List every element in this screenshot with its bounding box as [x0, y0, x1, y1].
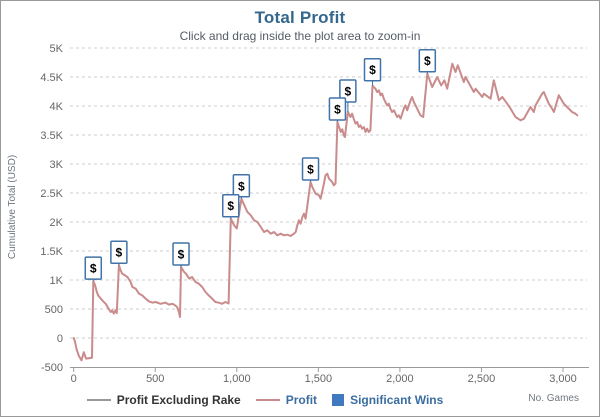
significant-win-flag[interactable]: $: [172, 242, 190, 267]
dollar-flag-symbol: $: [345, 84, 352, 98]
y-tick-label: 2.5K: [40, 188, 63, 200]
x-tick-label: 3,000: [549, 373, 577, 385]
significant-win-flag[interactable]: $: [110, 240, 128, 266]
significant-win-flag[interactable]: $: [328, 97, 347, 123]
y-tick-label: 2K: [50, 217, 64, 229]
x-tick-label: 2,500: [468, 373, 496, 385]
y-tick-label: 4.5K: [40, 72, 63, 84]
legend-item-profit[interactable]: Profit: [255, 393, 318, 407]
legend-item-significant-wins[interactable]: Significant Wins: [332, 393, 443, 407]
x-tick-label: 1,500: [305, 373, 333, 385]
pink-line-sample-icon: [255, 399, 280, 401]
y-tick-label: 3.5K: [40, 130, 63, 142]
legend-item-profit-excluding-rake[interactable]: Profit Excluding Rake: [86, 393, 241, 407]
blue-square-sample-icon: [332, 394, 345, 406]
y-axis-title: Cumulative Total (USD): [7, 155, 18, 259]
x-tick-label: 2,000: [386, 373, 414, 385]
significant-win-flag[interactable]: $: [339, 79, 357, 112]
y-tick-label: 5K: [50, 43, 64, 55]
significant-win-flag[interactable]: $: [418, 48, 437, 74]
dollar-flag-symbol: $: [178, 247, 185, 261]
y-tick-label: 3K: [50, 159, 64, 171]
y-tick-label: 1.5K: [40, 246, 63, 258]
profit-line-series: [72, 62, 579, 362]
significant-win-flag[interactable]: $: [84, 256, 103, 282]
legend-label-significant-wins: Significant Wins: [350, 393, 444, 407]
dollar-flag-symbol: $: [307, 162, 314, 176]
x-tick-label: 500: [146, 373, 164, 385]
significant-win-flag[interactable]: $: [363, 57, 382, 86]
significant-win-flag[interactable]: $: [232, 174, 251, 199]
legend-label-profit-excluding-rake: Profit Excluding Rake: [116, 393, 241, 407]
dollar-flag-symbol: $: [90, 262, 97, 276]
chart-title: Total Profit: [254, 8, 346, 27]
legend: Profit Excluding Rake Profit Significant…: [1, 390, 529, 410]
chart-subtitle: Click and drag inside the plot area to z…: [179, 29, 421, 43]
y-tick-label: 1K: [50, 275, 64, 287]
dollar-flag-symbol: $: [238, 179, 245, 193]
significant-win-flag[interactable]: $: [222, 193, 240, 219]
y-tick-label: -500: [41, 362, 63, 374]
dollar-flag-symbol: $: [369, 63, 376, 77]
gray-line-sample-icon: [86, 399, 111, 401]
x-tick-label: 1,000: [223, 373, 251, 385]
y-tick-label: 4K: [50, 101, 64, 113]
y-tick-label: 0: [57, 333, 63, 345]
x-axis-title: No. Games: [528, 393, 579, 404]
dollar-flag-symbol: $: [116, 246, 123, 260]
dollar-flag-symbol: $: [424, 54, 431, 68]
dollar-flag-symbol: $: [334, 103, 341, 117]
significant-win-flag[interactable]: $: [301, 157, 320, 182]
y-tick-label: 500: [45, 304, 63, 316]
dollar-flag-symbol: $: [227, 199, 234, 213]
legend-label-profit: Profit: [285, 393, 318, 407]
x-tick-label: 0: [71, 373, 77, 385]
